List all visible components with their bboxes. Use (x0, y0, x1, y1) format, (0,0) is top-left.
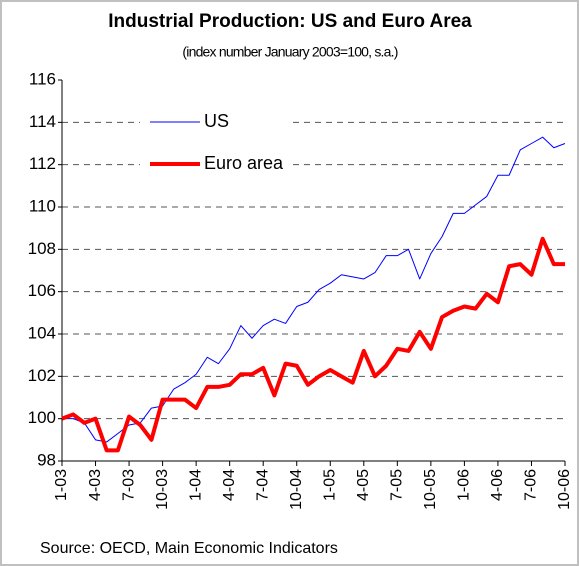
x-tick-label: 1-06 (456, 469, 473, 501)
y-tick-label: 100 (28, 408, 56, 427)
y-tick-label: 98 (37, 450, 56, 469)
y-tick-label: 112 (29, 154, 56, 173)
series-line (62, 136, 566, 443)
y-tick-label: 110 (29, 196, 56, 215)
x-tick-label: 1-05 (321, 469, 338, 501)
y-tick-label: 114 (29, 112, 56, 131)
x-tick-label: 4-06 (489, 469, 506, 501)
x-tick-label: 7-06 (523, 469, 540, 501)
chart-subtitle: (index number January 2003=100, s.a.) (182, 44, 397, 60)
series-line (61, 236, 565, 453)
legend-label: Euro area (204, 153, 284, 173)
y-tick-label: 104 (28, 323, 56, 342)
legend-background (140, 104, 290, 184)
y-tick-label: 108 (28, 239, 56, 258)
x-tick-label: 7-04 (254, 469, 271, 501)
x-tick-label: 10-06 (556, 469, 573, 510)
y-tick-label: 106 (28, 281, 56, 300)
source-note: Source: OECD, Main Economic Indicators (40, 540, 338, 557)
y-tick-label: 102 (28, 366, 56, 385)
x-tick-label: 4-03 (87, 469, 104, 501)
chart-title: Industrial Production: US and Euro Area (108, 11, 472, 32)
x-tick-label: 10-04 (288, 469, 305, 510)
x-tick-label: 7-03 (120, 469, 137, 501)
x-tick-label: 10-03 (154, 469, 171, 510)
legend-label: US (204, 111, 229, 131)
x-tick-label: 1-04 (187, 469, 204, 501)
x-tick-label: 4-05 (355, 469, 372, 501)
x-tick-label: 4-04 (221, 469, 238, 501)
x-tick-label: 10-05 (422, 469, 439, 510)
y-tick-label: 116 (29, 69, 56, 88)
x-tick-label: 1-03 (53, 469, 70, 501)
x-tick-label: 7-05 (389, 469, 406, 501)
